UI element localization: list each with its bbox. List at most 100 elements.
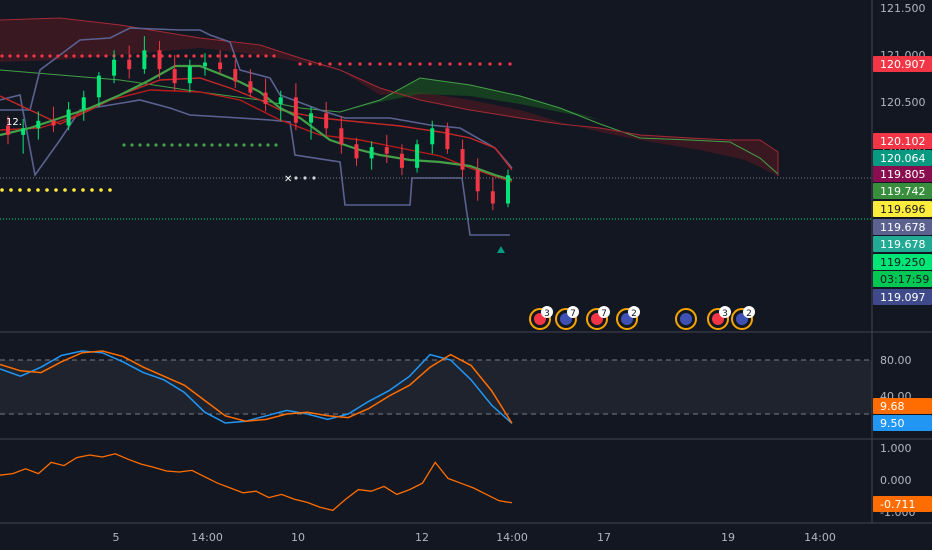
white-dot-row	[294, 176, 316, 180]
candle-body	[202, 62, 207, 67]
indicator-dot	[388, 62, 392, 66]
senkou-span-b	[0, 17, 779, 176]
osc-tick-label: 1.000	[880, 442, 912, 455]
indicator-dot	[202, 143, 206, 147]
indicator-dot	[72, 188, 76, 192]
candle-body	[293, 97, 298, 123]
indicator-dot	[418, 62, 422, 66]
candle-body	[430, 128, 435, 145]
indicator-dot	[508, 62, 512, 66]
indicator-dot	[272, 54, 276, 58]
candle-body	[506, 175, 510, 204]
indicator-dot	[88, 54, 92, 58]
candle-body	[460, 149, 465, 170]
indicator-dot	[136, 54, 140, 58]
price-tag: 119.097	[873, 289, 932, 305]
indicator-dot	[378, 62, 382, 66]
candle-body	[490, 191, 495, 204]
badge-count: 7	[570, 309, 576, 319]
indicator-dot	[0, 188, 4, 192]
economic-event-badge[interactable]: 3	[529, 306, 553, 330]
price-tag: 9.50	[873, 415, 932, 431]
indicator-dot	[154, 143, 158, 147]
indicator-dot	[468, 62, 472, 66]
price-tag-label: 120.064	[880, 152, 926, 165]
indicator-dot	[298, 62, 302, 66]
candle-body	[445, 128, 450, 149]
indicator-dot	[99, 188, 103, 192]
indicator-dot	[303, 176, 307, 180]
candle-body	[218, 62, 223, 70]
economic-event-badge[interactable]	[675, 308, 697, 330]
indicator-dot	[24, 54, 28, 58]
oscillator-panel[interactable]	[0, 453, 513, 512]
indicator-dot	[264, 54, 268, 58]
candle-body	[354, 144, 359, 159]
indicator-dot	[146, 143, 150, 147]
candle-body	[384, 147, 389, 154]
indicator-dot	[176, 54, 180, 58]
cross-marker-icon: ✕	[284, 174, 292, 185]
indicator-dot	[178, 143, 182, 147]
indicator-dot	[266, 143, 270, 147]
indicator-dot	[90, 188, 94, 192]
candle-body	[112, 59, 117, 76]
indicator-dot	[186, 143, 190, 147]
price-tick-label: 120.500	[880, 96, 926, 109]
indicator-dot	[45, 188, 49, 192]
economic-event-badge[interactable]: 7	[555, 306, 579, 330]
event-badges[interactable]: 3 7 7 2 3 2	[529, 306, 755, 330]
candle-body	[309, 113, 314, 123]
indicator-dot	[194, 143, 198, 147]
indicator-dot	[308, 62, 312, 66]
indicator-dot	[438, 62, 442, 66]
indicator-dot	[152, 54, 156, 58]
time-axis[interactable]: 5 14:00 10 12 14:00 17 19 14:00	[113, 531, 836, 544]
indicator-dot	[54, 188, 58, 192]
candle-body	[278, 97, 283, 104]
economic-event-badge[interactable]: 3	[707, 306, 731, 330]
economic-event-badge[interactable]: 7	[586, 306, 610, 330]
indicator-dot	[122, 143, 126, 147]
price-tag: -0.711	[873, 496, 932, 512]
price-tag-label: 119.742	[880, 185, 926, 198]
price-tag: 119.678	[873, 236, 932, 252]
indicator-dot	[498, 62, 502, 66]
signal-arrow-icon	[497, 246, 505, 253]
osc-line	[0, 453, 513, 512]
indicator-dot	[358, 62, 362, 66]
indicator-dot	[478, 62, 482, 66]
price-panel[interactable]: 12. ✕ 3 7 7 2 3 2	[0, 17, 872, 330]
indicator-dot	[63, 188, 67, 192]
indicator-dot	[318, 62, 322, 66]
indicator-dot	[224, 54, 228, 58]
indicator-dot	[256, 54, 260, 58]
stoch-line	[0, 350, 513, 424]
indicator-dot	[9, 188, 13, 192]
indicator-dot	[80, 54, 84, 58]
bar-count-annotation: 12.	[6, 117, 22, 128]
candle-body	[66, 109, 71, 126]
candle-body	[127, 59, 132, 70]
economic-event-badge[interactable]: 2	[731, 306, 755, 330]
candle-body	[172, 69, 177, 84]
price-tag-label: -0.711	[880, 498, 915, 511]
time-tick-label: 14:00	[804, 531, 836, 544]
candle-body	[157, 50, 162, 70]
senkou-span-a	[0, 69, 779, 175]
indicator-dot	[250, 143, 254, 147]
indicator-dot	[184, 54, 188, 58]
economic-event-badge[interactable]: 2	[616, 306, 640, 330]
osc-tick-label: 0.000	[880, 474, 912, 487]
indicator-dot	[242, 143, 246, 147]
indicator-dot	[294, 176, 298, 180]
candle-body	[96, 75, 101, 98]
price-tag-label: 119.805	[880, 168, 926, 181]
indicator-dot	[234, 143, 238, 147]
indicator-dot	[258, 143, 262, 147]
candle-body	[36, 120, 41, 129]
kumo-cloud-bull	[340, 78, 600, 120]
price-tag-label: 119.678	[880, 238, 926, 251]
stochastic-panel[interactable]	[0, 350, 872, 425]
